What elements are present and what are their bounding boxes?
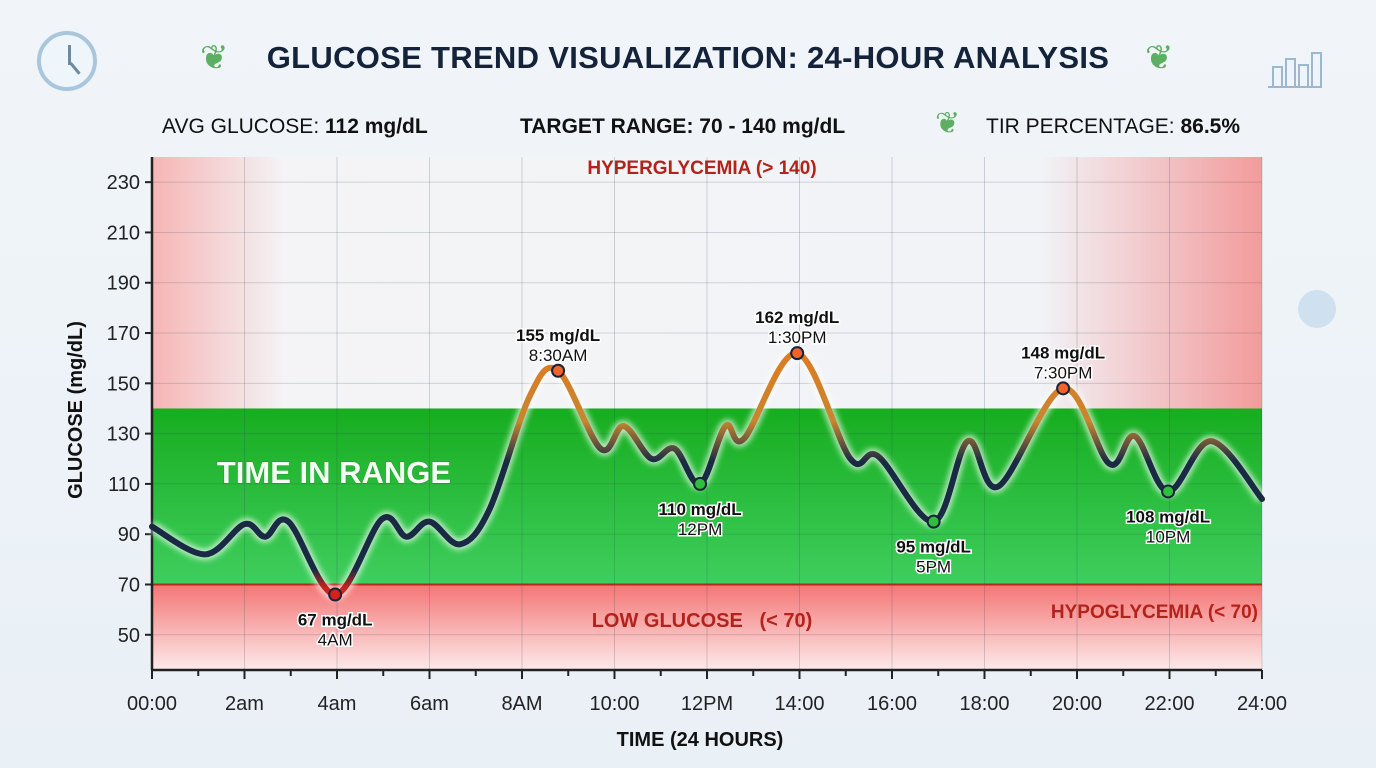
x-tick-label: 20:00: [1052, 693, 1102, 715]
leaf-icon: ❦: [935, 107, 961, 140]
tir-stat: TIR PERCENTAGE: 86.5%: [986, 115, 1240, 139]
database-icon: [1298, 290, 1336, 328]
y-tick-label: 170: [107, 323, 140, 345]
tir-label: TIR PERCENTAGE:: [986, 115, 1181, 138]
point-time-label: 5PM: [916, 558, 951, 577]
x-tick-label: 8AM: [501, 693, 542, 715]
data-point-marker: [1056, 381, 1071, 396]
tir-value: 86.5%: [1180, 115, 1241, 138]
data-point-marker: [551, 363, 566, 378]
point-value-label: 110 mg/dL: [658, 500, 741, 519]
avg-glucose-value: 112 mg/dL: [325, 115, 428, 138]
x-axis-label: TIME (24 HOURS): [617, 729, 784, 751]
y-tick-label: 90: [118, 524, 140, 546]
x-tick-label: 2am: [225, 693, 264, 715]
x-tick-label: 12PM: [681, 693, 733, 715]
point-value-label: 148 mg/dL: [1021, 343, 1105, 362]
x-tick-label: 14:00: [774, 693, 824, 715]
data-point-marker: [1161, 484, 1176, 499]
point-value-label: 162 mg/dL: [755, 308, 839, 327]
target-range-stat: TARGET RANGE: 70 - 140 mg/dL: [520, 115, 846, 138]
x-tick-label: 10:00: [589, 693, 639, 715]
x-tick-label: 22:00: [1144, 693, 1194, 715]
point-time-label: 10PM: [1146, 527, 1190, 546]
x-tick-label: 6am: [410, 693, 449, 715]
zone-label-high: HYPERGLYCEMIA (> 140): [587, 158, 816, 179]
y-tick-label: 50: [118, 625, 140, 647]
y-axis-label: GLUCOSE (mg/dL): [65, 321, 87, 499]
range-bands: [152, 157, 1262, 670]
bar-chart-icon: [1268, 38, 1322, 88]
page-title: GLUCOSE TREND VISUALIZATION: 24-HOUR ANA…: [266, 40, 1110, 75]
x-tick-label: 24:00: [1237, 693, 1287, 715]
x-tick-label: 4am: [318, 693, 357, 715]
point-value-label: 155 mg/dL: [516, 326, 600, 345]
point-time-label: 7:30PM: [1034, 363, 1093, 382]
x-tick-label: 18:00: [959, 693, 1009, 715]
point-time-label: 1:30PM: [768, 328, 827, 347]
target-zone: [152, 408, 1262, 585]
leaf-icon: ❦: [1145, 39, 1174, 77]
y-tick-label: 110: [108, 474, 140, 496]
y-tick-label: 210: [107, 222, 140, 244]
zone-label-low: LOW GLUCOSE (< 70): [592, 610, 813, 632]
point-value-label: 95 mg/dL: [896, 538, 971, 557]
point-time-label: 12PM: [678, 520, 722, 539]
axes: 50 70 90 110 130 150 170 190 210 230 00:00 2am 4am 6a…: [107, 157, 1287, 715]
data-point-marker: [790, 346, 805, 361]
data-point-marker: [693, 476, 708, 491]
avg-glucose-stat: AVG GLUCOSE: 112 mg/dL: [162, 115, 428, 139]
y-tick-label: 230: [107, 172, 140, 194]
zone-label-hypoglycemia: HYPOGLYCEMIA (< 70): [1051, 602, 1258, 623]
avg-glucose-label: AVG GLUCOSE:: [162, 115, 325, 138]
high-zone: [152, 157, 1262, 409]
x-tick-label: 00:00: [127, 693, 177, 715]
point-time-label: 8:30AM: [529, 346, 588, 365]
y-tick-label: 190: [107, 273, 140, 295]
leaf-icon: ❦: [200, 39, 229, 77]
y-tick-label: 130: [107, 424, 140, 446]
y-tick-label: 70: [118, 575, 140, 597]
y-tick-label: 150: [107, 373, 140, 395]
point-value-label: 67 mg/dL: [298, 611, 373, 630]
zone-label-in-range: TIME IN RANGE: [217, 455, 451, 490]
data-point-marker: [328, 587, 343, 602]
x-tick-label: 16:00: [867, 693, 917, 715]
clock-icon: [37, 31, 97, 91]
point-value-label: 108 mg/dL: [1126, 507, 1210, 526]
point-time-label: 4AM: [318, 631, 353, 650]
data-point-marker: [926, 514, 941, 529]
